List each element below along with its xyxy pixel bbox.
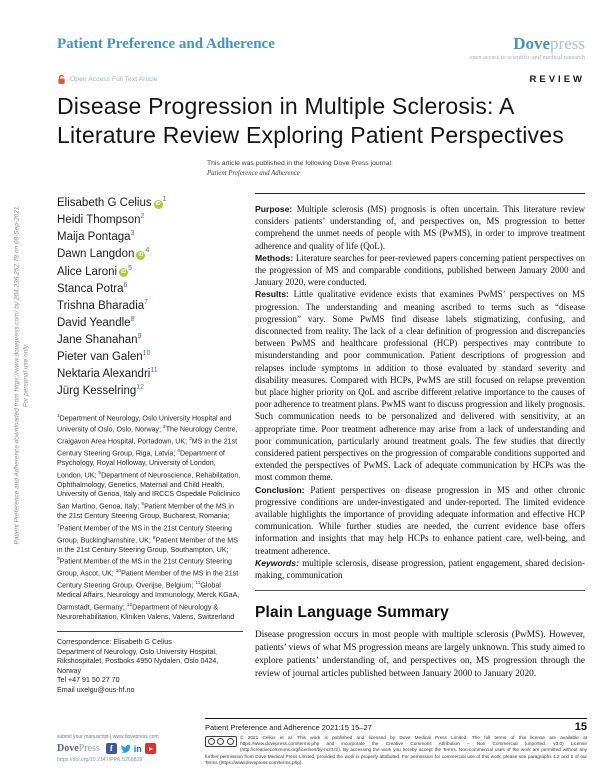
author: David Yeandle8 <box>57 315 135 329</box>
license-block: © 2021 Celius et al. This work is publis… <box>205 735 587 766</box>
article-title: Disease Progression in Multiple Sclerosi… <box>57 93 564 148</box>
journal-citation: Patient Preference and Adherence 2021:15… <box>205 722 372 732</box>
affiliations: 1Department of Neurology, Oslo Universit… <box>57 413 241 621</box>
page-number: 15 <box>574 720 587 733</box>
doi-link[interactable]: https://doi.org/10.2147/PPA.S268829 <box>57 757 143 763</box>
publisher-brand: Dovepress open access to scientific and … <box>469 34 585 61</box>
orcid-icon[interactable]: iD <box>119 268 129 278</box>
author: Maija Pontaga3 <box>57 230 135 244</box>
author-affiliation-number: 8 <box>130 315 135 323</box>
author-affiliation-number: 6 <box>123 281 128 289</box>
page-content: Patient Preference and Adherence Dovepre… <box>57 34 585 696</box>
author-affiliation-number: 12 <box>136 384 145 392</box>
dovepress-logo-dove: Dove <box>513 34 551 53</box>
linkedin-icon[interactable]: in <box>133 743 142 754</box>
abstract-column: Purpose: Multiple sclerosis (MS) prognos… <box>255 193 585 696</box>
correspondence-line: Tel +47 91 50 27 70 <box>57 676 120 685</box>
author-affiliation-number: 10 <box>142 350 151 358</box>
orcid-icon[interactable]: iD <box>136 251 146 261</box>
plain-language-summary-text: Disease progression occurs in most peopl… <box>255 630 585 679</box>
author: Jürg Kesselring12 <box>57 384 145 398</box>
dovepress-logo-press: press <box>550 34 585 53</box>
abstract-section: Methods: Literature searches for peer-re… <box>255 252 585 288</box>
open-access-lock-icon <box>58 74 65 84</box>
watermark-line1: Patient Preference and Adherence downloa… <box>13 206 21 545</box>
summary-divider <box>255 590 585 592</box>
plain-language-summary-heading: Plain Language Summary <box>255 604 449 622</box>
published-note-line: This article was published in the follow… <box>207 160 393 167</box>
abstract-top-rule <box>255 193 585 194</box>
correspondence-line: Correspondence: Elisabeth G Celius <box>57 638 172 647</box>
author-affiliation-number: 4 <box>145 247 150 255</box>
correspondence-divider <box>57 631 243 633</box>
author-affiliation-number: 9 <box>137 333 142 340</box>
author: Elisabeth G Celius iD1 <box>57 196 167 209</box>
cc-nc-icon <box>226 737 234 745</box>
cc-by-icon <box>217 737 225 745</box>
author: Alice Laroni iD5 <box>57 264 132 278</box>
abstract-section: Results: Little qualitative evidence exi… <box>255 289 585 483</box>
article-type-label: REVIEW <box>529 74 585 85</box>
author: Pieter van Galen10 <box>57 350 151 363</box>
author: Nektaria Alexandri11 <box>57 367 158 381</box>
correspondence: Correspondence: Elisabeth G Celius Depart… <box>57 638 243 696</box>
published-note-journal: Patient Preference and Adherence <box>207 169 300 177</box>
publisher-tagline: open access to scientific and medical re… <box>469 54 585 61</box>
footer-rule <box>205 717 587 719</box>
author-affiliation-number: 3 <box>130 230 135 238</box>
watermark-line2: For personal use only. <box>22 343 29 408</box>
abstract-section: Conclusion: Patient perspectives on dise… <box>255 484 585 556</box>
footer-left: submit your manuscript | www.dovepress.c… <box>57 734 207 763</box>
masthead: Patient Preference and Adherence Dovepre… <box>57 34 585 61</box>
author: Dawn Langdon iD4 <box>57 247 150 261</box>
author: Jane Shanahan9 <box>57 333 142 346</box>
social-icons: f in <box>105 743 156 754</box>
author-affiliation-number: 11 <box>150 367 158 375</box>
author: Trishna Bharadia7 <box>57 298 149 312</box>
author: Stanca Potra6 <box>57 281 128 295</box>
youtube-play-glyph <box>148 746 153 751</box>
author-column: Elisabeth G Celius iD1 Heidi Thompson2 Maij… <box>57 193 243 696</box>
cc-license-icon[interactable] <box>205 735 237 747</box>
access-row: Open Access Full Text Article REVIEW <box>57 74 585 85</box>
dovepress-logo[interactable]: Dovepress <box>469 34 585 53</box>
abstract: Purpose: Multiple sclerosis (MS) prognos… <box>255 203 585 581</box>
open-access-badge[interactable]: Open Access Full Text Article <box>57 74 158 85</box>
author-affiliation-number: 7 <box>144 298 149 306</box>
download-watermark: Patient Preference and Adherence downloa… <box>14 146 31 606</box>
orcid-icon[interactable]: iD <box>153 199 163 209</box>
twitter-icon[interactable] <box>120 743 131 754</box>
correspondence-line: Department of Neurology, Oslo University… <box>57 647 219 675</box>
youtube-icon[interactable] <box>144 743 156 754</box>
facebook-icon[interactable]: f <box>105 743 117 754</box>
author-affiliation-number: 1 <box>162 196 167 203</box>
published-note: This article was published in the follow… <box>207 159 585 178</box>
dovepress-footer-logo[interactable]: DovePress <box>57 743 100 754</box>
author-list: Elisabeth G Celius iD1 Heidi Thompson2 Maij… <box>57 193 243 399</box>
open-access-label: Open Access Full Text Article <box>70 76 158 83</box>
submit-manuscript-link[interactable]: submit your manuscript | www.dovepress.c… <box>57 734 159 740</box>
abstract-section: Purpose: Multiple sclerosis (MS) prognos… <box>255 204 585 251</box>
cc-icon <box>208 737 216 745</box>
author: Heidi Thompson2 <box>57 213 145 226</box>
footer-right: Patient Preference and Adherence 2021:15… <box>205 717 587 766</box>
author-affiliation-number: 5 <box>128 264 132 272</box>
author-affiliation-number: 2 <box>140 213 145 221</box>
journal-title-link[interactable]: Patient Preference and Adherence <box>57 36 275 52</box>
abstract-section: Keywords: multiple sclerosis, disease pr… <box>255 557 585 581</box>
license-text: © 2021 Celius et al. This work is publis… <box>205 734 587 765</box>
correspondence-line: Email uxelgu@ous-hf.no <box>57 686 135 695</box>
